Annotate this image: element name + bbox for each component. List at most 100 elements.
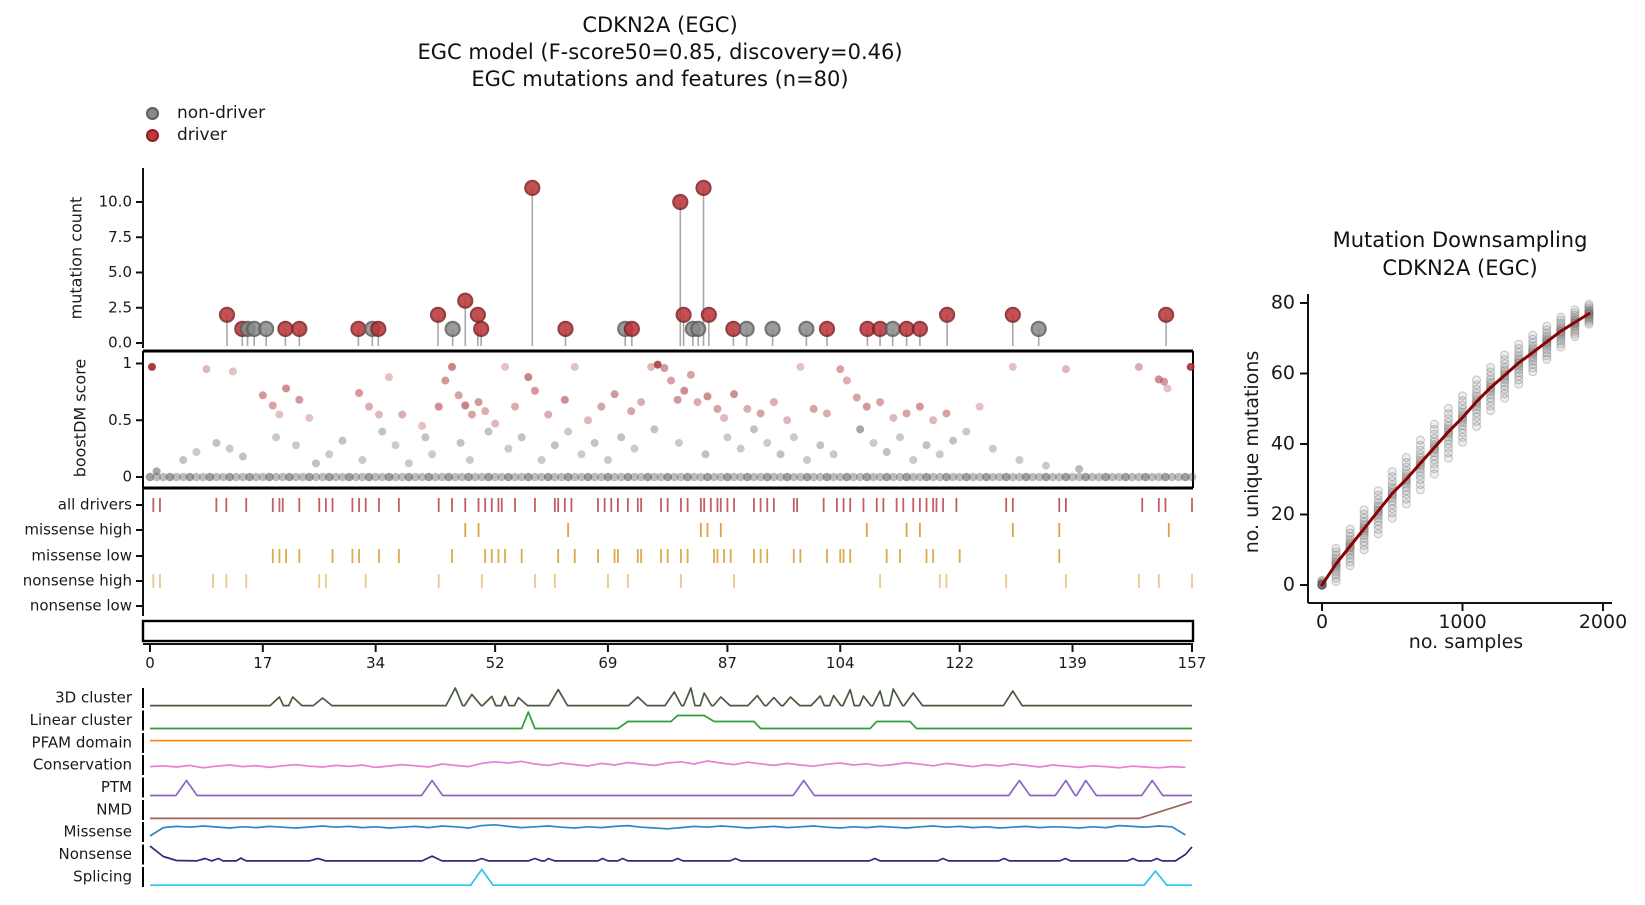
boostdm-baseline-dot [497,472,507,482]
boostdm-point [822,409,831,418]
boostdm-point [484,427,493,436]
downsampling-scatter-point [1429,419,1440,429]
boostdm-point [730,390,739,399]
boostdm-baseline-dot [696,472,706,482]
boostdm-point [511,402,520,411]
downsampling-scatter-point [1500,384,1510,395]
boostdm-baseline-dot [656,472,666,482]
boostdm-baseline-dot [178,472,188,482]
boostdm-point [962,427,971,436]
boostdm-point [680,386,689,395]
downsampling-scatter-point [1415,485,1425,495]
downsampling-scatter-point [1387,513,1397,523]
lollipop-marker-non-driver [738,320,755,337]
downsampling-scatter-point [1457,424,1468,434]
boostdm-point [856,425,865,434]
downsampling-scatter-point [1542,348,1552,358]
downsampling-title-line-2: CDKN2A (EGC) [1382,256,1538,280]
boostdm-point [355,389,364,398]
boostdm-point [597,402,606,411]
lollipop-marker-driver [469,306,486,323]
boostdm-baseline-dot [988,472,998,482]
boostdm-point [988,444,997,453]
boostdm-baseline-dot [822,472,832,482]
downsampling-scatter-point [1387,471,1397,482]
downsampling-scatter-point [1443,439,1454,449]
protein-x-tick-label: 52 [486,654,505,672]
downsampling-y-tick-label: 40 [1271,433,1295,455]
downsampling-scatter-point [1528,359,1538,369]
downsampling-scatter-point [1345,550,1355,560]
boostdm-baseline-dot [152,472,161,482]
boostdm-baseline-dot [1008,472,1018,482]
boostdm-baseline-dot [922,472,931,482]
lollipop-marker-driver [457,292,474,309]
downsampling-scatter-point [1570,326,1580,336]
boostdm-point [723,433,732,442]
downsampling-scatter-point [1359,509,1369,519]
downsampling-scatter-point [1373,529,1383,539]
downsampling-scatter-point [1359,545,1369,555]
downsampling-scatter-point [1415,435,1425,445]
boostdm-baseline-dot [1121,472,1130,482]
downsampling-scatter-point [1471,404,1482,415]
downsampling-scatter-point [1570,305,1580,315]
boostdm-baseline-dot [636,472,646,482]
title-line-1: CDKN2A (EGC) [582,13,738,37]
boostdm-baseline-dot [318,472,327,482]
downsampling-scatter-point [1528,341,1538,351]
boostdm-point [398,410,407,419]
boostdm-point [776,450,785,459]
downsampling-scatter-point [1471,384,1482,394]
boostdm-baseline-dot [948,472,958,482]
downsampling-scatter-point [1345,531,1355,542]
downsampling-scatter-point [1429,459,1440,469]
boostdm-point [1186,362,1195,371]
downsampling-scatter-point [1443,409,1454,419]
lollipop-marker-driver [429,306,447,323]
downsampling-scatter-point [1500,393,1510,403]
boostdm-baseline-dot [1001,472,1011,482]
downsampling-scatter-point [1528,356,1538,366]
downsampling-scatter-point [1359,513,1369,523]
boostdm-baseline-dot [570,472,580,482]
legend-item-non-driver: non-driver [146,102,265,124]
downsampling-scatter-point [1387,500,1397,510]
downsampling-scatter-point [1514,368,1524,378]
downsampling-scatter-point [1331,570,1341,580]
boostdm-baseline-dot [623,472,633,482]
boostdm-baseline-dot [895,472,905,482]
boostdm-baseline-dot [1035,472,1044,482]
downsampling-scatter-point [1471,375,1482,385]
boostdm-point [584,416,593,425]
lollipop-marker-non-driver [798,320,815,337]
boostdm-baseline-dot [1181,472,1190,482]
lollipop-marker-driver [350,320,367,337]
downsampling-scatter-point [1570,310,1580,320]
feature-track-line [149,823,1186,837]
boostdm-point [491,419,500,428]
downsampling-scatter-point [1471,408,1482,418]
downsampling-scatter-point [1514,375,1524,385]
boostdm-baseline-dot [245,472,254,482]
downsampling-scatter-point [1429,429,1440,439]
boostdm-baseline-dot [165,472,175,482]
downsampling-scatter-point [1500,350,1510,360]
boostdm-baseline-dot [225,472,234,482]
boostdm-baseline-dot [444,472,453,482]
downsampling-scatter-point [1500,355,1510,365]
downsampling-scatter-point [1584,299,1594,309]
boostdm-baseline-dot [902,472,911,482]
downsampling-scatter-point [1457,432,1468,442]
lollipop-marker-non-driver [258,320,275,337]
feature-track-label-Linear-cluster: Linear cluster [30,711,133,729]
downsampling-scatter-point [1387,504,1397,514]
downsampling-scatter-point [1485,375,1496,385]
boostdm-baseline-dot [364,472,374,482]
lollipop-marker-driver [277,320,294,337]
boostdm-baseline-dot [1061,472,1071,482]
boostdm-point [686,370,695,379]
boostdm-baseline-dot [729,472,739,482]
boostdm-point [975,402,984,411]
downsampling-scatter-point [1542,321,1552,331]
